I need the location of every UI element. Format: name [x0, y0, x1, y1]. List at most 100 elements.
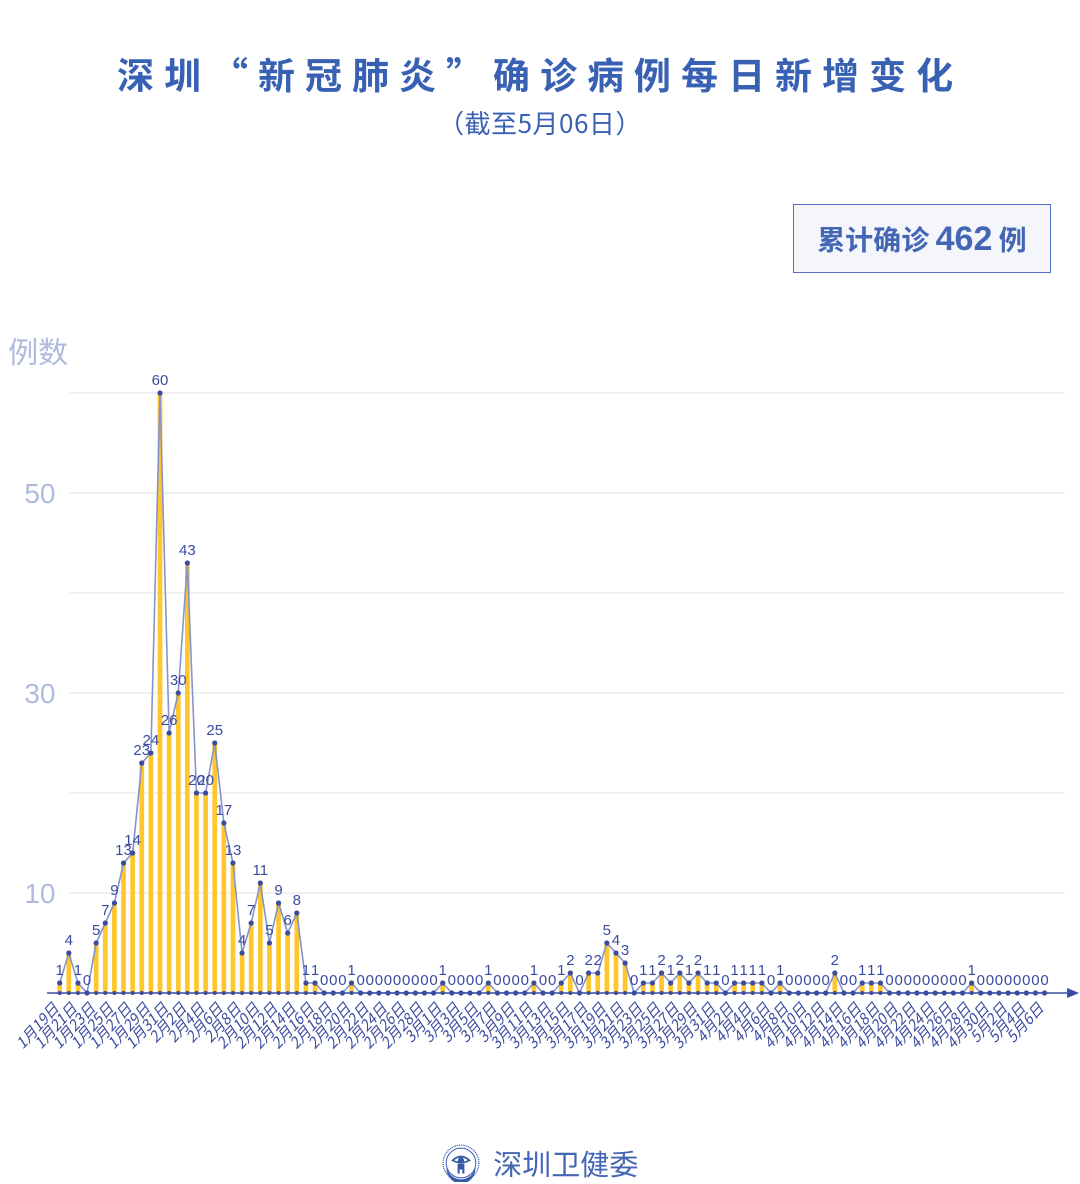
svg-text:0: 0 [375, 972, 383, 989]
svg-text:1: 1 [730, 962, 738, 979]
svg-text:25: 25 [206, 722, 223, 739]
svg-text:0: 0 [384, 972, 392, 989]
svg-text:13: 13 [225, 842, 242, 859]
svg-text:1: 1 [712, 962, 720, 979]
svg-text:0: 0 [840, 972, 848, 989]
svg-text:1: 1 [639, 962, 647, 979]
svg-text:1: 1 [56, 962, 64, 979]
svg-text:0: 0 [320, 972, 328, 989]
svg-text:0: 0 [1031, 972, 1039, 989]
svg-text:0: 0 [466, 972, 474, 989]
svg-text:0: 0 [338, 972, 346, 989]
svg-text:0: 0 [429, 972, 437, 989]
svg-text:0: 0 [940, 972, 948, 989]
svg-text:0: 0 [885, 972, 893, 989]
svg-text:2: 2 [566, 952, 574, 969]
svg-text:0: 0 [356, 972, 364, 989]
svg-text:7: 7 [247, 902, 255, 919]
svg-text:0: 0 [548, 972, 556, 989]
svg-text:0: 0 [1022, 972, 1030, 989]
svg-text:17: 17 [215, 802, 232, 819]
svg-text:0: 0 [794, 972, 802, 989]
svg-text:1: 1 [967, 962, 975, 979]
svg-text:0: 0 [366, 972, 374, 989]
svg-text:0: 0 [420, 972, 428, 989]
svg-text:0: 0 [958, 972, 966, 989]
svg-text:1: 1 [557, 962, 565, 979]
svg-text:11: 11 [253, 862, 269, 879]
svg-text:3: 3 [621, 942, 629, 959]
svg-text:1: 1 [876, 962, 884, 979]
svg-text:0: 0 [329, 972, 337, 989]
svg-text:0: 0 [1040, 972, 1048, 989]
svg-text:0: 0 [402, 972, 410, 989]
svg-text:2: 2 [831, 952, 839, 969]
svg-text:6: 6 [283, 912, 291, 929]
svg-text:1: 1 [484, 962, 492, 979]
svg-text:0: 0 [521, 972, 529, 989]
svg-text:0: 0 [475, 972, 483, 989]
svg-text:1: 1 [858, 962, 866, 979]
svg-text:0: 0 [1004, 972, 1012, 989]
svg-text:30: 30 [24, 678, 55, 709]
svg-text:20: 20 [197, 772, 214, 789]
svg-text:2: 2 [657, 952, 665, 969]
svg-text:0: 0 [539, 972, 547, 989]
svg-text:1: 1 [347, 962, 355, 979]
svg-text:0: 0 [393, 972, 401, 989]
svg-text:8: 8 [293, 892, 301, 909]
svg-text:0: 0 [931, 972, 939, 989]
svg-text:50: 50 [24, 478, 55, 509]
svg-text:1: 1 [749, 962, 757, 979]
svg-text:1: 1 [648, 962, 656, 979]
svg-text:5: 5 [603, 922, 611, 939]
svg-text:0: 0 [575, 972, 583, 989]
svg-text:0: 0 [904, 972, 912, 989]
svg-text:1: 1 [667, 962, 675, 979]
svg-text:0: 0 [922, 972, 930, 989]
svg-text:0: 0 [812, 972, 820, 989]
svg-text:1: 1 [685, 962, 693, 979]
svg-text:0: 0 [949, 972, 957, 989]
svg-text:0: 0 [822, 972, 830, 989]
svg-text:0: 0 [493, 972, 501, 989]
svg-text:0: 0 [849, 972, 857, 989]
svg-text:1: 1 [739, 962, 747, 979]
svg-text:4: 4 [65, 932, 73, 949]
svg-text:1: 1 [311, 962, 319, 979]
svg-text:0: 0 [767, 972, 775, 989]
svg-text:0: 0 [630, 972, 638, 989]
svg-text:9: 9 [274, 882, 282, 899]
svg-text:9: 9 [110, 882, 118, 899]
svg-text:10: 10 [24, 878, 55, 909]
svg-text:0: 0 [721, 972, 729, 989]
svg-text:0: 0 [502, 972, 510, 989]
svg-text:0: 0 [411, 972, 419, 989]
svg-text:30: 30 [170, 672, 187, 689]
svg-text:4: 4 [612, 932, 620, 949]
svg-text:0: 0 [448, 972, 456, 989]
svg-text:24: 24 [143, 732, 160, 749]
svg-text:1: 1 [74, 962, 82, 979]
svg-text:4: 4 [238, 932, 246, 949]
svg-text:1: 1 [530, 962, 538, 979]
svg-text:0: 0 [894, 972, 902, 989]
svg-text:0: 0 [977, 972, 985, 989]
svg-text:2: 2 [694, 952, 702, 969]
svg-text:26: 26 [161, 712, 178, 729]
svg-text:2: 2 [594, 952, 602, 969]
svg-text:0: 0 [83, 972, 91, 989]
svg-text:0: 0 [457, 972, 465, 989]
svg-text:0: 0 [511, 972, 519, 989]
svg-text:0: 0 [995, 972, 1003, 989]
svg-text:2: 2 [676, 952, 684, 969]
svg-text:1: 1 [758, 962, 766, 979]
svg-text:1: 1 [867, 962, 875, 979]
svg-text:0: 0 [803, 972, 811, 989]
svg-text:5: 5 [265, 922, 273, 939]
svg-text:1: 1 [776, 962, 784, 979]
svg-text:43: 43 [179, 542, 196, 559]
svg-text:5: 5 [92, 922, 100, 939]
svg-text:7: 7 [101, 902, 109, 919]
svg-text:1: 1 [439, 962, 447, 979]
